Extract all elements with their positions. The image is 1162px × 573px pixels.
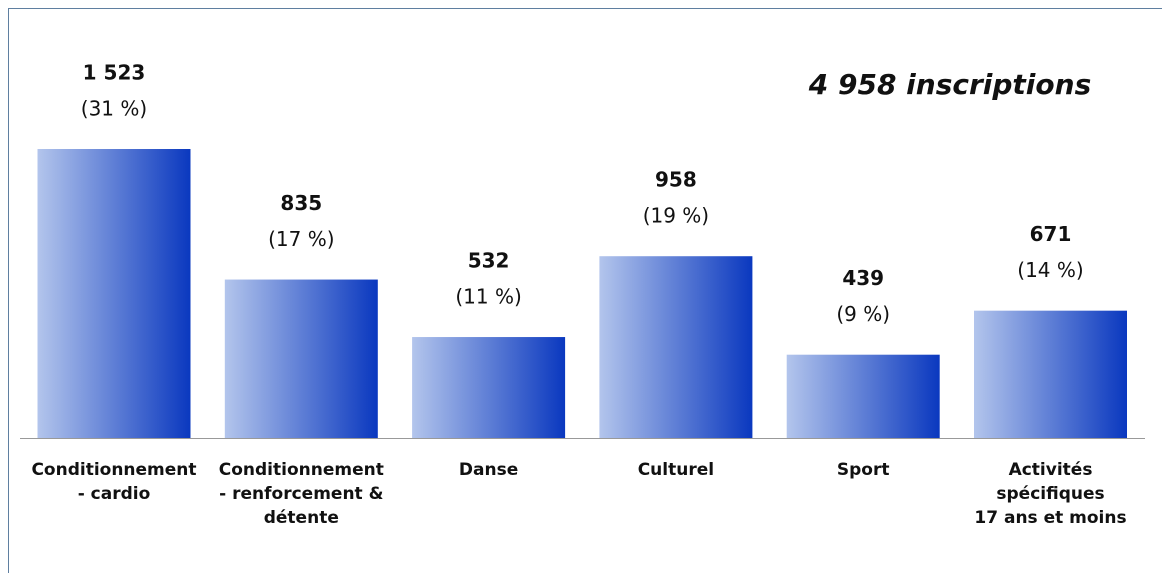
x-tick-label: Danse <box>458 460 519 480</box>
x-tick-label: Conditionnement - cardio <box>31 460 197 504</box>
percent-label: (19 %) <box>643 204 709 228</box>
bar <box>412 337 566 438</box>
bar <box>224 279 378 438</box>
percent-label: (11 %) <box>455 285 521 309</box>
value-label: 671 <box>1030 222 1072 246</box>
value-label: 835 <box>280 191 322 215</box>
x-tick-label: Conditionnement - renforcement & détente <box>218 460 384 528</box>
x-tick-label: Activités spécifiques 17 ans et moins <box>974 460 1127 528</box>
value-label: 439 <box>842 266 884 290</box>
value-label: 1 523 <box>83 61 146 85</box>
x-tick-label: Culturel <box>637 460 715 480</box>
percent-label: (9 %) <box>836 302 890 326</box>
value-label: 958 <box>655 168 697 192</box>
annotation: 4 958 inscriptions <box>808 68 1092 101</box>
bar <box>786 354 940 438</box>
bar <box>37 149 191 438</box>
bar <box>599 256 753 438</box>
x-tick-label: Sport <box>836 460 890 480</box>
percent-label: (31 %) <box>81 97 147 121</box>
frame <box>8 8 1162 573</box>
percent-label: (17 %) <box>268 227 334 251</box>
percent-label: (14 %) <box>1017 258 1083 282</box>
bar <box>974 310 1127 438</box>
value-label: 532 <box>468 249 510 273</box>
